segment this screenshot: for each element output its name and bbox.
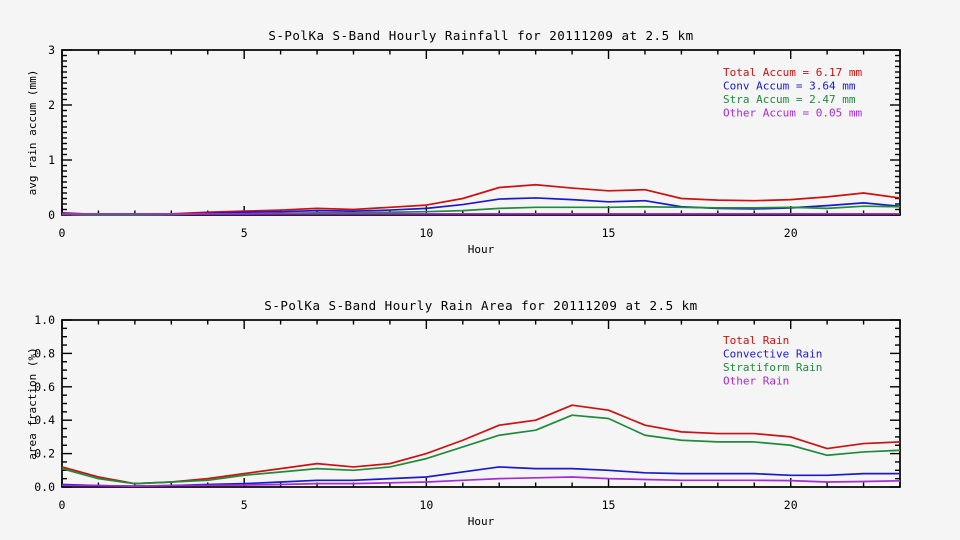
series-line-total-accum [61, 183, 901, 216]
hourly-rain-area-chart: S-PolKa S-Band Hourly Rain Area for 2011… [0, 270, 960, 540]
x-axis-tick-label: 5 [241, 498, 248, 512]
x-axis-tick-label: 0 [59, 226, 66, 240]
y-axis-tick-label: 1.0 [34, 313, 55, 327]
series-line-other-rain [61, 476, 901, 488]
y-axis-title: area fraction (%) [26, 347, 39, 460]
y-axis-tick-label: 0.8 [34, 346, 55, 360]
x-axis-tick-label: 10 [419, 226, 433, 240]
series-line-total-rain [61, 404, 901, 485]
legend-entry-stra-accum: Stra Accum = 2.47 mm [723, 93, 856, 106]
y-axis-tick-label: 2 [48, 98, 55, 112]
x-axis-tick-label: 10 [419, 498, 433, 512]
y-axis-tick-label: 0.4 [34, 413, 55, 427]
legend-entry-stratiform-rain: Stratiform Rain [723, 361, 822, 374]
x-axis-tick-label: 15 [602, 498, 616, 512]
x-axis-tick-label: 5 [241, 226, 248, 240]
chart-title: S-PolKa S-Band Hourly Rain Area for 2011… [264, 298, 697, 313]
x-axis-tick-label: 20 [784, 498, 798, 512]
x-axis-title: Hour [468, 243, 495, 256]
y-axis-title: avg rain accum (mm) [26, 70, 39, 196]
x-axis-tick-label: 20 [784, 226, 798, 240]
hourly-rain-area-chart-canvas: S-PolKa S-Band Hourly Rain Area for 2011… [26, 298, 901, 528]
legend-entry-conv-accum: Conv Accum = 3.64 mm [723, 80, 856, 93]
legend-entry-total-accum: Total Accum = 6.17 mm [723, 66, 862, 79]
legend-entry-convective-rain: Convective Rain [723, 348, 822, 361]
y-axis-tick-label: 0.0 [34, 480, 55, 494]
legend-entry-other-rain: Other Rain [723, 375, 789, 388]
x-axis-title: Hour [468, 515, 495, 528]
x-axis-tick-label: 15 [602, 226, 616, 240]
series-line-stratiform-rain [61, 414, 901, 485]
legend-entry-other-accum: Other Accum = 0.05 mm [723, 107, 862, 120]
hourly-rainfall-chart: S-PolKa S-Band Hourly Rainfall for 20111… [26, 28, 901, 256]
y-axis-tick-label: 0.2 [34, 447, 55, 461]
y-axis-tick-label: 0 [48, 208, 55, 222]
series-line-convective-rain [61, 466, 900, 488]
hourly-rainfall-chart-canvas: S-PolKa S-Band Hourly Rainfall for 20111… [26, 28, 901, 256]
legend-entry-total-rain: Total Rain [723, 334, 789, 347]
y-axis-tick-label: 1 [48, 153, 55, 167]
chart-title: S-PolKa S-Band Hourly Rainfall for 20111… [268, 28, 693, 43]
x-axis-tick-label: 0 [59, 498, 66, 512]
y-axis-tick-label: 3 [48, 43, 55, 57]
y-axis-tick-label: 0.6 [34, 380, 55, 394]
